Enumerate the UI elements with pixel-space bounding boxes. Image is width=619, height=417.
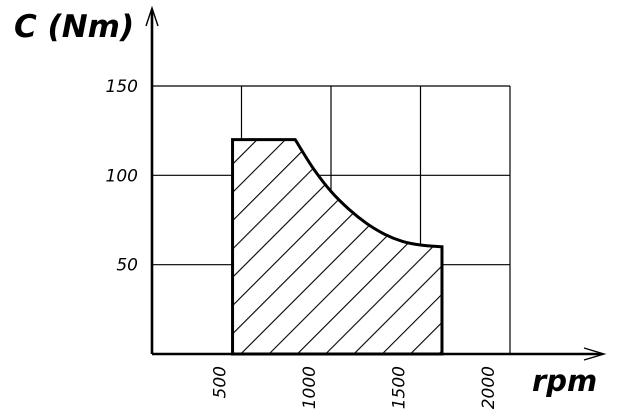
x-tick-label: 1000 [300,366,320,409]
y-axis-arrow [145,5,159,27]
axes [145,5,607,361]
y-axis-title: C (Nm) [14,9,134,45]
operating-region [231,138,444,356]
x-tick-label: 2000 [479,366,499,409]
y-tick-label: 150 [106,77,138,97]
y-tick-label: 50 [116,256,138,276]
y-tick-label: 100 [106,166,138,186]
tick-labels: 50 100 150 500 1000 1500 2000 [106,77,499,409]
x-tick-label: 500 [211,366,231,398]
x-axis-arrow [583,347,607,361]
x-axis-title: rpm [532,364,597,398]
x-tick-label: 1500 [390,366,410,409]
